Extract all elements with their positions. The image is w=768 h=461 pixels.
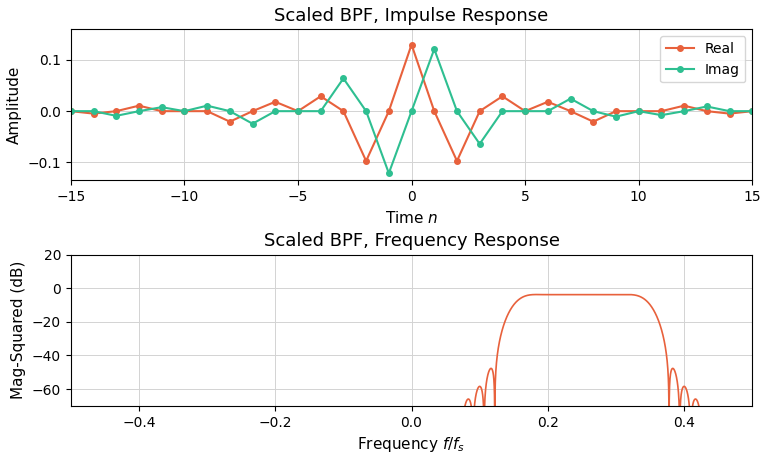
- Title: Scaled BPF, Frequency Response: Scaled BPF, Frequency Response: [263, 232, 560, 250]
- Real: [316, 94, 326, 99]
- Real: [747, 108, 756, 114]
- Real: [475, 108, 485, 114]
- Imag: [225, 108, 234, 114]
- Imag: [566, 96, 575, 101]
- Real: [293, 108, 303, 114]
- Imag: [362, 108, 371, 114]
- Real: [657, 108, 666, 114]
- Real: [111, 108, 121, 114]
- Real: [203, 108, 212, 114]
- Real: [89, 111, 98, 116]
- Real: [429, 108, 439, 114]
- Imag: [339, 76, 348, 81]
- Imag: [89, 108, 98, 114]
- Real: [134, 103, 144, 108]
- Imag: [270, 108, 280, 114]
- Real: [157, 108, 167, 114]
- Real: [543, 99, 552, 105]
- Imag: [111, 113, 121, 118]
- Imag: [657, 112, 666, 118]
- Imag: [702, 104, 711, 109]
- Real: [611, 108, 621, 114]
- Imag: [180, 108, 189, 114]
- Imag: [66, 108, 75, 114]
- Imag: [680, 108, 689, 114]
- Imag: [407, 108, 416, 114]
- Imag: [634, 108, 644, 114]
- Imag: [543, 108, 552, 114]
- Real: [452, 158, 462, 164]
- Line: Imag: Imag: [68, 46, 755, 176]
- Imag: [248, 121, 257, 126]
- Y-axis label: Amplitude: Amplitude: [7, 65, 22, 144]
- Real: [248, 108, 257, 114]
- Imag: [316, 108, 326, 114]
- Real: [566, 108, 575, 114]
- Imag: [429, 46, 439, 52]
- Real: [702, 108, 711, 114]
- Real: [362, 158, 371, 164]
- Title: Scaled BPF, Impulse Response: Scaled BPF, Impulse Response: [274, 7, 548, 25]
- Real: [725, 111, 734, 116]
- Line: Real: Real: [68, 42, 755, 164]
- X-axis label: Frequency $f/f_s$: Frequency $f/f_s$: [357, 435, 465, 454]
- Imag: [452, 108, 462, 114]
- Imag: [293, 108, 303, 114]
- Real: [521, 108, 530, 114]
- Imag: [725, 108, 734, 114]
- Real: [180, 108, 189, 114]
- Real: [588, 119, 598, 124]
- Y-axis label: Mag-Squared (dB): Mag-Squared (dB): [12, 261, 26, 400]
- Imag: [475, 141, 485, 147]
- Imag: [498, 108, 507, 114]
- Real: [339, 108, 348, 114]
- Imag: [384, 171, 393, 176]
- Imag: [134, 108, 144, 114]
- Imag: [747, 108, 756, 114]
- Real: [680, 103, 689, 108]
- Real: [270, 99, 280, 105]
- Imag: [157, 104, 167, 110]
- Imag: [611, 114, 621, 119]
- Real: [634, 108, 644, 114]
- Real: [498, 94, 507, 99]
- Real: [225, 119, 234, 124]
- Imag: [588, 108, 598, 114]
- Real: [407, 42, 416, 47]
- X-axis label: Time $n$: Time $n$: [385, 210, 439, 225]
- Imag: [203, 103, 212, 108]
- Real: [384, 108, 393, 114]
- Real: [66, 108, 75, 114]
- Imag: [521, 108, 530, 114]
- Legend: Real, Imag: Real, Imag: [660, 36, 745, 82]
